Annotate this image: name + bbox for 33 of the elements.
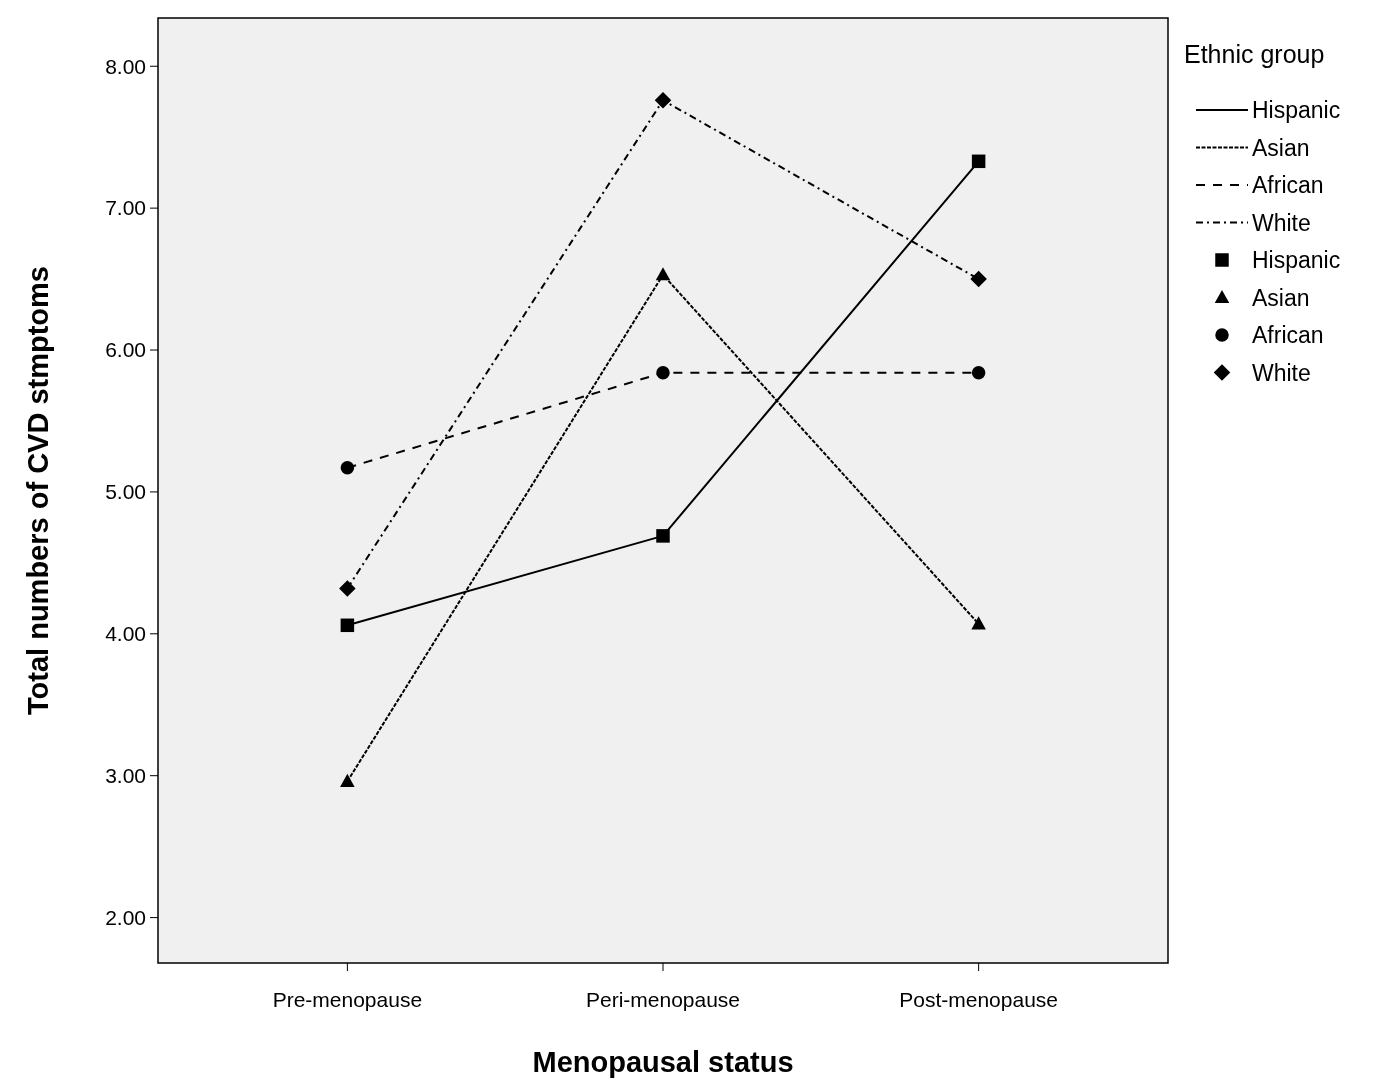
- point: [971, 617, 986, 630]
- point: [340, 618, 355, 633]
- legend-label: African: [1252, 322, 1324, 349]
- x-axis-title: Menopausal status: [532, 1046, 794, 1078]
- point: [656, 529, 670, 543]
- y-tick-label: 6.00: [105, 338, 146, 362]
- y-axis-title: Total numbers of CVD stmptoms: [22, 266, 54, 715]
- point: [339, 580, 356, 597]
- y-tick-label: 8.00: [105, 54, 146, 78]
- y-tick-label: 4.00: [105, 622, 146, 646]
- point: [971, 154, 986, 169]
- x-tick-label: Pre-menopause: [272, 988, 423, 1011]
- legend-label: White: [1252, 209, 1311, 236]
- text: White: [1252, 359, 1311, 386]
- text: Asian: [1252, 134, 1310, 161]
- legend-title: Ethnic group: [1184, 40, 1325, 68]
- legend-label: Asian: [1252, 284, 1310, 311]
- point: [340, 774, 355, 787]
- point: [655, 92, 671, 109]
- y-tick-label: 3.00: [105, 764, 146, 788]
- point: [656, 268, 670, 281]
- y-tick-label: 7.00: [105, 196, 146, 220]
- point: [970, 271, 987, 288]
- text: African: [1252, 172, 1324, 199]
- y-tick-label: 5.00: [105, 480, 146, 504]
- point: [340, 461, 355, 475]
- legend-label: Hispanic: [1252, 247, 1341, 274]
- point: [656, 365, 670, 380]
- x-tick-label: Post-menopause: [899, 988, 1059, 1011]
- point: [971, 365, 986, 380]
- x-tick-label: Peri-menopause: [585, 988, 741, 1011]
- y-tick-label: 2.00: [105, 905, 146, 929]
- text: Hispanic: [1252, 97, 1341, 124]
